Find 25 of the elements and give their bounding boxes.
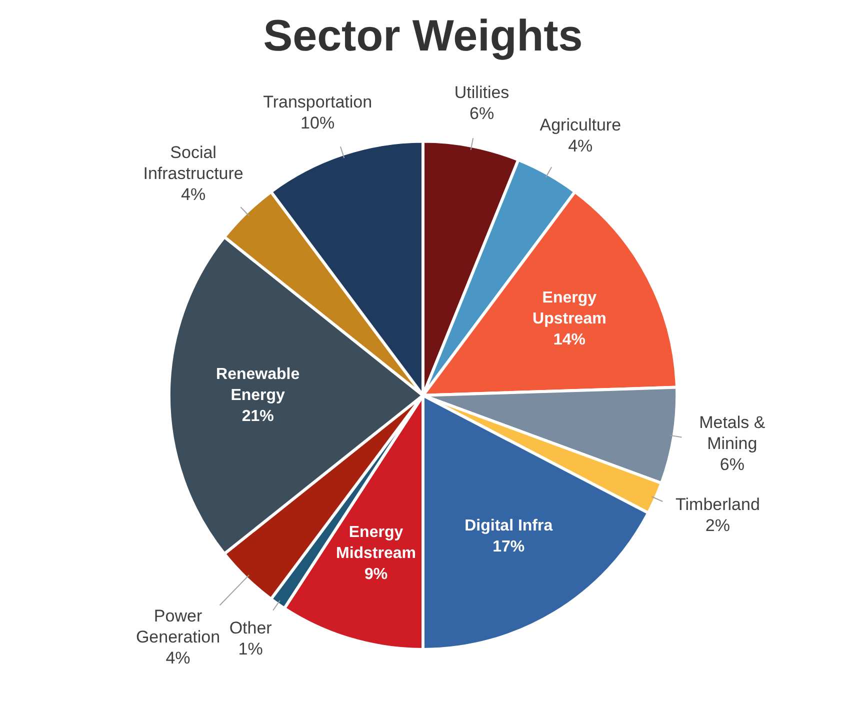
data-label: 17% bbox=[492, 538, 525, 556]
slice-label: Power Generation bbox=[136, 606, 220, 647]
data-label: 10% bbox=[300, 114, 335, 133]
slice-label: Renewable Energy bbox=[216, 366, 300, 404]
slice-label: Transportation bbox=[263, 92, 372, 112]
slice-label: Digital Infra bbox=[464, 518, 553, 535]
data-label: 4% bbox=[181, 185, 206, 204]
slice-label: Timberland bbox=[676, 494, 760, 514]
slice-label: Energy Midstream bbox=[336, 524, 416, 562]
data-label: 2% bbox=[705, 516, 730, 535]
slice-label: Metals & Mining bbox=[699, 413, 766, 454]
slice-label: Energy Upstream bbox=[532, 289, 606, 328]
data-label: 1% bbox=[238, 639, 263, 658]
data-label: 4% bbox=[568, 136, 593, 156]
slice-label: Social Infrastructure bbox=[143, 143, 244, 184]
data-label: 21% bbox=[242, 408, 274, 425]
slice-label: Utilities bbox=[454, 82, 510, 102]
slice-label: Agriculture bbox=[540, 116, 622, 135]
data-label: 6% bbox=[720, 455, 744, 474]
data-label: 4% bbox=[166, 648, 190, 668]
data-label: 6% bbox=[469, 104, 494, 123]
data-label: 14% bbox=[553, 331, 586, 348]
data-label: 9% bbox=[364, 566, 388, 584]
chart-title: Sector Weights bbox=[263, 12, 583, 61]
slice-label: Other bbox=[229, 618, 272, 638]
